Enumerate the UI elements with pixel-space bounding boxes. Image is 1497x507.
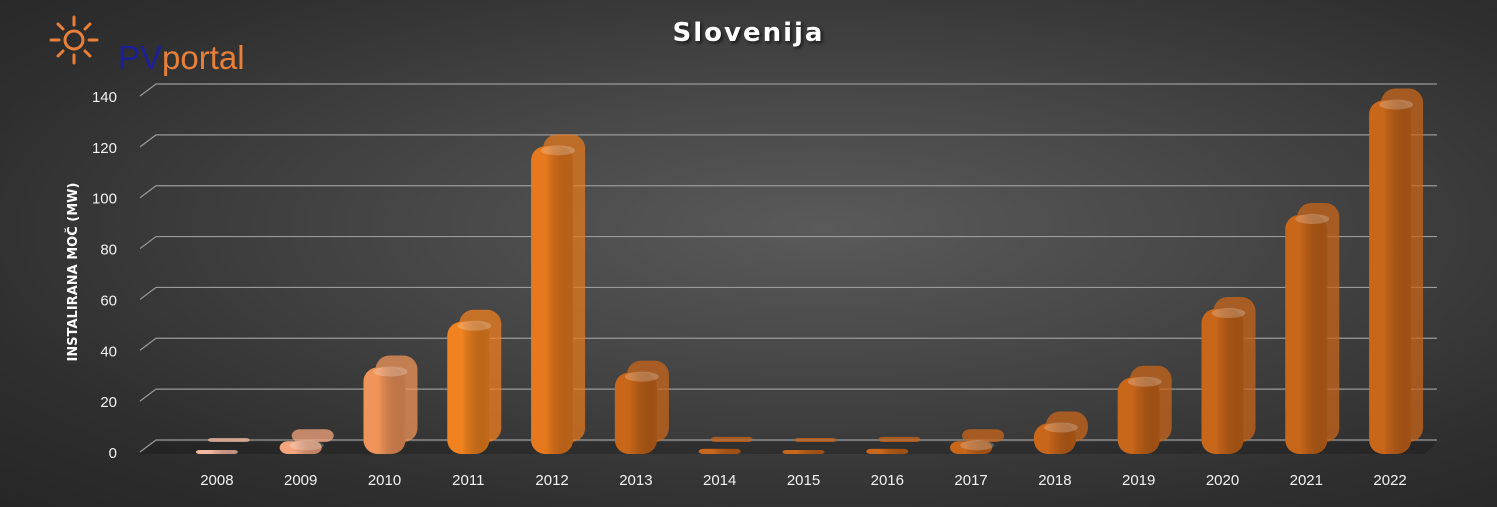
bar-2012 — [531, 134, 586, 455]
bar-2014 — [698, 436, 753, 454]
bar-shade — [950, 441, 993, 454]
bar-2008 — [195, 438, 250, 454]
bar-side — [878, 436, 921, 442]
bar-2010 — [363, 355, 418, 454]
bar-2018 — [1033, 411, 1088, 454]
x-tick-label: 2020 — [1206, 472, 1239, 489]
bar-shade — [447, 321, 490, 454]
bar-2017 — [950, 429, 1005, 454]
bar-highlight — [1211, 308, 1246, 319]
bar-2011 — [447, 309, 502, 454]
logo-wordmark: PVportal — [118, 40, 245, 76]
x-tick-label: 2009 — [284, 472, 317, 489]
y-axis-label: INSTALIRANA MOČ (MW) — [65, 183, 81, 362]
gridline — [139, 388, 1437, 402]
bar-2015 — [782, 438, 837, 454]
gridline — [139, 83, 1437, 97]
bar-shade — [363, 367, 406, 454]
bar-2013 — [614, 360, 669, 454]
bar-highlight — [373, 366, 408, 377]
bar-shade — [1033, 423, 1076, 454]
gridline — [139, 337, 1437, 351]
bar-shade — [1369, 100, 1412, 455]
bar-shade — [782, 450, 825, 454]
y-axis: 0 20 40 60 80 100 120 140 — [92, 89, 117, 462]
y-tick-label: 140 — [92, 89, 117, 106]
bar-highlight — [457, 320, 492, 331]
x-tick-label: 2016 — [871, 472, 904, 489]
bar-2019 — [1117, 365, 1172, 454]
x-tick-label: 2011 — [452, 472, 484, 489]
x-tick-label: 2019 — [1122, 472, 1155, 489]
x-tick-label: 2021 — [1290, 472, 1323, 489]
x-tick-label: 2015 — [787, 472, 820, 489]
x-tick-label: 2018 — [1038, 472, 1071, 489]
logo-portal-text: portal — [162, 39, 245, 76]
bar-highlight — [1043, 422, 1078, 433]
bar-highlight — [541, 145, 576, 156]
y-tick-label: 100 — [92, 191, 117, 208]
bar-shade — [866, 448, 909, 454]
gridline — [139, 235, 1437, 250]
gridline — [139, 185, 1437, 199]
pvportal-logo: PVportal — [44, 14, 274, 84]
x-tick-label: 2022 — [1373, 472, 1406, 489]
y-tick-label: 0 — [109, 445, 117, 462]
y-tick-label: 60 — [100, 292, 117, 309]
bar-2016 — [866, 436, 921, 454]
x-tick-label: 2014 — [703, 472, 736, 489]
x-axis: 2008 2009 2010 2011 2012 2013 2014 2015 2016 2017… — [200, 472, 1407, 489]
bar-highlight — [289, 440, 324, 451]
x-tick-label: 2010 — [368, 472, 401, 489]
bar-highlight — [624, 371, 659, 382]
bars — [195, 88, 1424, 455]
bar-shade — [698, 448, 741, 454]
chart-title: Slovenija — [672, 18, 825, 48]
bar-highlight — [960, 440, 995, 451]
bar-side — [794, 438, 837, 442]
bar-highlight — [1127, 376, 1162, 387]
bar-shade — [1285, 214, 1328, 454]
x-tick-label: 2008 — [200, 472, 233, 489]
bar-shade — [531, 146, 574, 455]
x-tick-label: 2017 — [954, 472, 987, 489]
bar-side — [291, 429, 334, 442]
bar-shade — [1117, 377, 1160, 454]
bar-2009 — [279, 429, 334, 454]
bar-side — [962, 429, 1005, 442]
bar-2022 — [1369, 88, 1424, 455]
gridline — [139, 439, 1437, 453]
bar-shade — [614, 372, 657, 454]
y-tick-label: 20 — [100, 394, 117, 411]
bar-shade — [279, 441, 322, 454]
gridline — [139, 286, 1437, 300]
bar-side — [710, 436, 753, 442]
y-tick-label: 40 — [100, 343, 117, 360]
y-tick-label: 120 — [92, 140, 117, 157]
sun-icon — [49, 15, 99, 65]
bar-shade — [195, 450, 238, 454]
bar-highlight — [1379, 99, 1414, 110]
gridline — [139, 134, 1437, 148]
bar-highlight — [1295, 213, 1330, 224]
bar-side — [207, 438, 250, 442]
bar-shade — [1201, 309, 1244, 454]
y-tick-label: 80 — [100, 242, 117, 259]
x-tick-label: 2012 — [535, 472, 568, 489]
bar-2021 — [1285, 202, 1340, 454]
x-tick-label: 2013 — [619, 472, 652, 489]
logo-pv-text: PV — [118, 39, 163, 76]
bar-2020 — [1201, 297, 1256, 454]
